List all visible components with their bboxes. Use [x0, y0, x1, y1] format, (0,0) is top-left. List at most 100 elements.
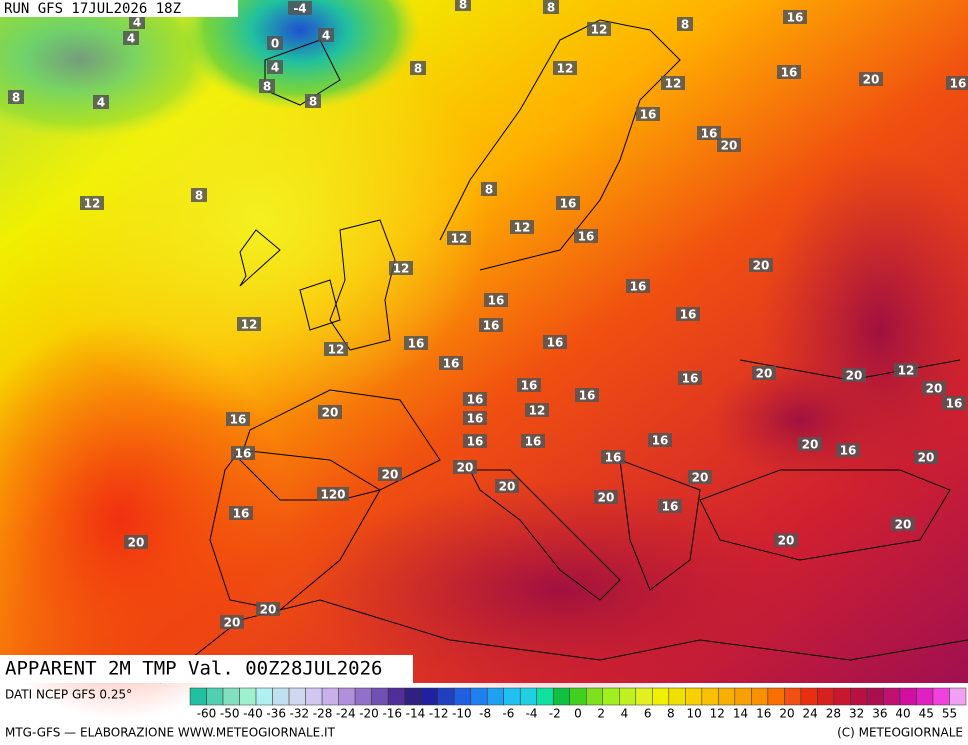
isotherm-label: 16 — [525, 435, 542, 449]
legend-tick-label: 20 — [779, 707, 794, 721]
isotherm-label: 20 — [499, 480, 516, 494]
isotherm-label: 20 — [926, 382, 943, 396]
legend-swatch — [833, 687, 851, 706]
isotherm-label: 16 — [787, 11, 804, 25]
legend-swatch — [272, 687, 290, 706]
isotherm-label: 0 — [271, 37, 279, 51]
legend-tick-label: -8 — [479, 707, 491, 721]
label-box — [543, 0, 559, 14]
legend-tick-label: -6 — [502, 707, 514, 721]
isotherm-label: 16 — [578, 230, 595, 244]
legend-swatch — [552, 687, 570, 706]
legend-swatch — [751, 687, 769, 706]
legend-tick-label: -16 — [382, 707, 402, 721]
label-box — [191, 188, 207, 202]
label-box — [688, 470, 712, 484]
title-box — [0, 655, 413, 683]
label-box — [93, 95, 109, 109]
label-box — [453, 460, 477, 474]
isotherm-label: 20 — [322, 406, 339, 420]
legend-swatch — [255, 687, 273, 706]
isotherm-label: 12 — [451, 232, 468, 246]
label-box — [318, 405, 342, 419]
isotherm-label: 12 — [393, 262, 410, 276]
label-box — [798, 437, 822, 451]
isotherm-label: 20 — [802, 438, 819, 452]
label-box — [575, 388, 599, 402]
isotherm-label: 12 — [898, 364, 915, 378]
legend-swatch — [239, 687, 257, 706]
isotherm-label: 16 — [547, 336, 564, 350]
isotherm-label: 8 — [459, 0, 467, 12]
italy — [469, 469, 621, 601]
label-box — [237, 317, 261, 331]
isotherm-label: 16 — [680, 308, 697, 322]
legend-swatch — [354, 687, 372, 706]
label-box — [305, 94, 321, 108]
legend-swatch — [899, 687, 917, 706]
legend-tick-label: -14 — [406, 707, 426, 721]
label-box — [517, 378, 541, 392]
legend-swatch — [338, 687, 356, 706]
legend-tick-label: 12 — [710, 707, 725, 721]
legend-swatch — [387, 687, 405, 706]
legend-tick-label: 40 — [895, 707, 910, 721]
legend-tick-label: -4 — [526, 707, 538, 721]
label-box — [521, 434, 545, 448]
legend-tick-label: 45 — [919, 707, 934, 721]
legend-swatch — [767, 687, 785, 706]
isotherm-label: 20 — [598, 491, 615, 505]
legend-tick-label: 28 — [826, 707, 841, 721]
legend-swatch — [817, 687, 835, 706]
label-box — [922, 381, 946, 395]
legend-swatch — [916, 687, 934, 706]
legend-tick-label: -20 — [359, 707, 379, 721]
isotherm-label: 16 — [560, 197, 577, 211]
label-box — [256, 602, 280, 616]
isotherm-label: 20 — [721, 139, 738, 153]
legend-swatch — [470, 687, 488, 706]
isotherm-label: 8 — [195, 189, 203, 203]
legend-tick-label: 8 — [667, 707, 675, 721]
label-box — [463, 434, 487, 448]
isotherm-label: 16 — [781, 66, 798, 80]
label-box — [574, 229, 598, 243]
isotherm-label: 16 — [233, 507, 250, 521]
label-box — [129, 15, 145, 29]
label-box — [942, 396, 966, 410]
isotherm-label: 12 — [665, 77, 682, 91]
label-box — [229, 506, 253, 520]
isotherm-label: 16 — [652, 434, 669, 448]
britain — [329, 219, 396, 351]
legend-tick-label: -10 — [452, 707, 472, 721]
isotherm-label: 12 — [241, 318, 258, 332]
label-box — [378, 467, 402, 481]
isotherm-label: 16 — [483, 319, 500, 333]
legend-tick-label: 2 — [597, 707, 605, 721]
label-box — [749, 258, 773, 272]
copyright: (C) METEOGIORNALE — [837, 726, 963, 740]
isotherm-label: 120 — [320, 488, 345, 502]
label-box — [553, 61, 577, 75]
legend-swatch — [668, 687, 686, 706]
legend-swatch — [321, 687, 339, 706]
label-box — [495, 479, 519, 493]
isotherm-label: 12 — [591, 23, 608, 37]
label-box — [894, 363, 918, 377]
isotherm-label: 20 — [692, 471, 709, 485]
map-shading — [180, 0, 420, 110]
isotherm-label: 20 — [756, 367, 773, 381]
label-box — [484, 293, 508, 307]
label-box — [226, 412, 250, 426]
label-box — [777, 65, 801, 79]
legend-swatch — [305, 687, 323, 706]
isotherm-label: 8 — [12, 91, 20, 105]
color-legend: -60 -50 -40 -36 -32 -28 -24 -20 -16 -14 -12 -10 -8 -6… — [189, 687, 967, 721]
legend-tick-label: -40 — [243, 707, 263, 721]
label-box — [288, 1, 312, 15]
isotherm-label: -4 — [293, 2, 306, 16]
legend-swatch — [437, 687, 455, 706]
label-box — [463, 411, 487, 425]
legend-swatch — [850, 687, 868, 706]
